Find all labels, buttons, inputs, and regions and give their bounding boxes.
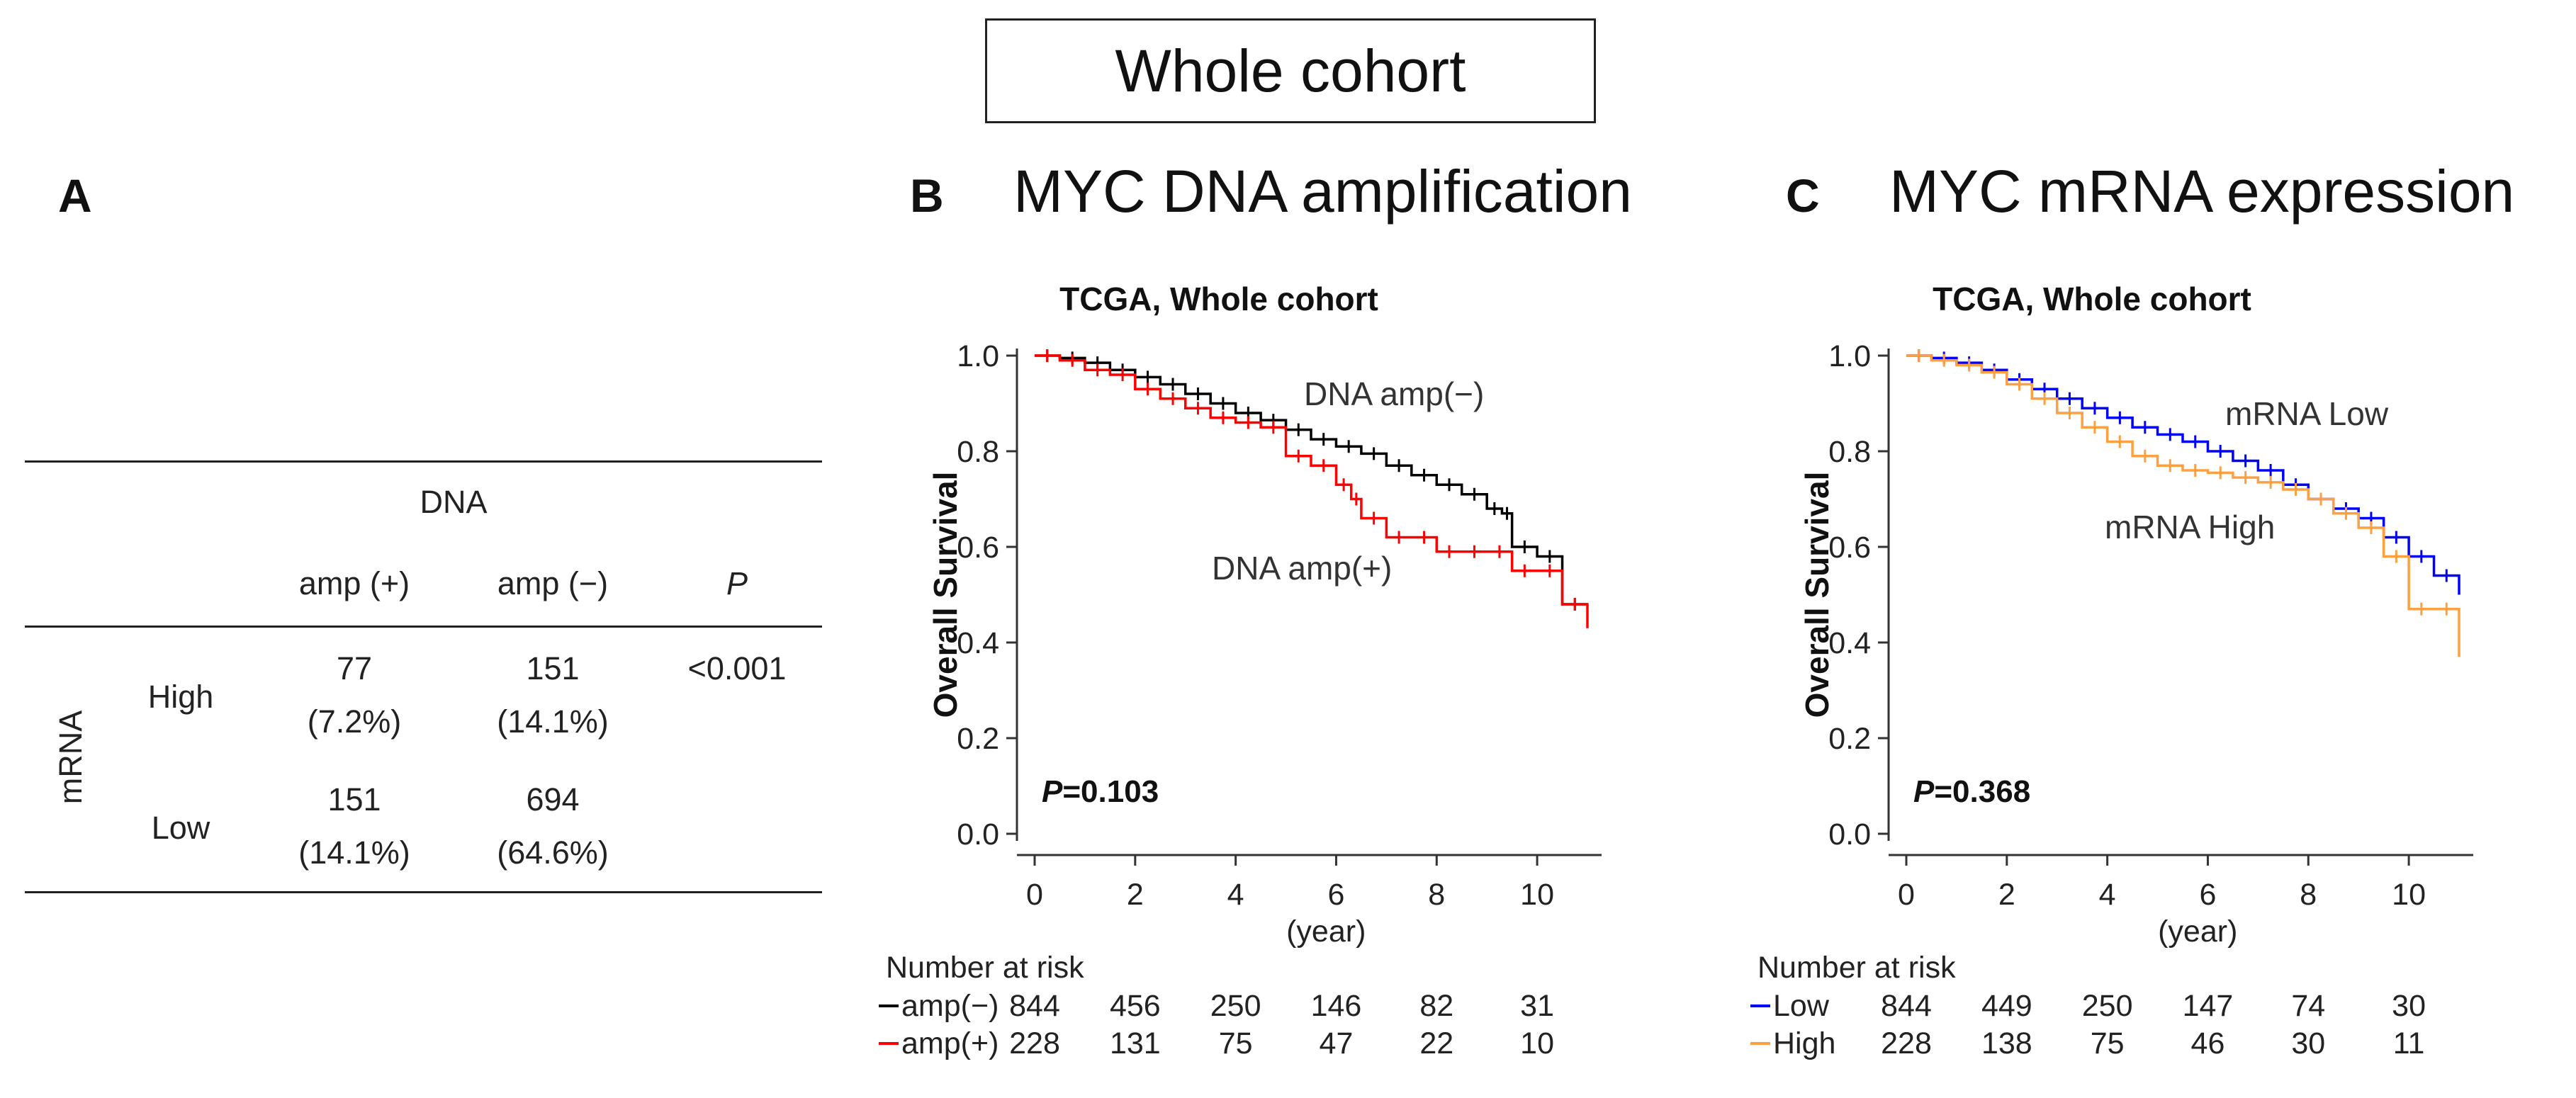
row-label: Low	[151, 810, 210, 846]
chart-b-risk-count: 22	[1419, 1026, 1453, 1060]
chart-b-x-axis-label: (year)	[1286, 915, 1366, 949]
chart-b-y-tick-label: 0.8	[957, 435, 999, 469]
chart-b-risk-count: 250	[1210, 989, 1261, 1023]
chart-b-risk-count: 844	[1009, 989, 1060, 1023]
chart-b-y-tick-label: 0.6	[957, 531, 999, 565]
chart-c-risk-count: 30	[2291, 1026, 2325, 1060]
panel-a-letter: A	[58, 169, 92, 222]
chart-c-series-1-label: mRNA High	[2105, 509, 2275, 545]
chart-b-risk-header: Number at risk	[886, 951, 1084, 985]
chart-c-y-tick-label: 0.6	[1828, 531, 1871, 565]
chart-b-risk-count: 47	[1320, 1026, 1354, 1060]
chart-c-y-tick-label: 0.8	[1828, 435, 1871, 469]
cell-amp-neg-pct: (64.6%)	[497, 834, 609, 871]
chart-b-x-tick-label: 10	[1520, 878, 1554, 912]
chart-b-x-tick-label: 8	[1428, 878, 1445, 912]
table-col-p: P	[726, 565, 748, 601]
chart-c-risk-header: Number at risk	[1757, 951, 1956, 985]
chart-b-risk-row-label: amp(+)	[901, 1026, 999, 1060]
figure-title: Whole cohort	[1115, 37, 1466, 104]
chart-b-y-tick-label: 0.0	[957, 817, 999, 851]
chart-b-p-value: P=0.103	[1042, 774, 1159, 809]
km-chart-dna: 0.0 0.2 0.4 0.6 0.8 1.0 0 2 4 6 8 10 (year) Overall S…	[879, 339, 1602, 1060]
panel-c-title: MYC mRNA expression	[1889, 158, 2515, 225]
chart-c-x-tick-label: 4	[2099, 878, 2116, 912]
chart-b-risk-count: 31	[1520, 989, 1554, 1023]
panel-b-title: MYC DNA amplification	[1013, 158, 1632, 225]
chart-b-risk-count: 228	[1009, 1026, 1060, 1060]
chart-b-risk-count: 82	[1419, 989, 1453, 1023]
chart-c-y-tick-label: 1.0	[1828, 339, 1871, 373]
cell-amp-pos-n: 151	[327, 781, 381, 817]
chart-b-series-1-curve	[1035, 354, 1589, 628]
chart-c-risk-count: 74	[2291, 989, 2325, 1023]
chart-b-risk-count: 146	[1311, 989, 1362, 1023]
chart-c-risk-count: 138	[1981, 1026, 2032, 1060]
table-col-group-dna: DNA	[420, 484, 488, 520]
chart-c-y-tick-label: 0.4	[1828, 626, 1871, 660]
chart-b-risk-count: 75	[1219, 1026, 1253, 1060]
chart-c-series-1-curve	[1906, 354, 2460, 657]
table-row-group-mrna: mRNA	[52, 710, 89, 805]
cell-p-value: <0.001	[687, 650, 787, 686]
chart-b-risk-count: 456	[1110, 989, 1161, 1023]
chart-c-series-0-label: mRNA Low	[2225, 395, 2389, 432]
chart-b-title: TCGA, Whole cohort	[1059, 281, 1378, 317]
cell-amp-neg-n: 694	[526, 781, 580, 817]
chart-c-x-tick-label: 0	[1898, 878, 1915, 912]
chart-c-y-tick-label: 0.0	[1828, 817, 1871, 851]
cell-amp-neg-n: 151	[526, 650, 580, 686]
table-top-rule	[25, 460, 822, 463]
chart-c-risk-count: 449	[1981, 989, 2032, 1023]
cell-amp-pos-pct: (7.2%)	[307, 703, 402, 740]
chart-c-x-tick-label: 2	[1998, 878, 2015, 912]
table-bottom-rule	[25, 891, 822, 893]
chart-c-risk-count: 228	[1881, 1026, 1932, 1060]
chart-b-y-axis-label: Overall Survival	[927, 472, 964, 718]
chart-c-x-tick-label: 6	[2199, 878, 2216, 912]
figure-title-box: Whole cohort	[985, 18, 1596, 123]
table-col-amp-neg: amp (−)	[497, 565, 609, 601]
chart-b-x-tick-label: 6	[1327, 878, 1344, 912]
chart-b-risk-row-label: amp(−)	[901, 989, 999, 1023]
chart-c-x-axis-label: (year)	[2158, 915, 2237, 949]
chart-c-risk-row-label: High	[1773, 1026, 1835, 1060]
cell-amp-neg-pct: (14.1%)	[497, 703, 609, 740]
chart-c-risk-count: 147	[2183, 989, 2234, 1023]
panel-b-letter: B	[910, 169, 944, 222]
chart-c-x-tick-label: 10	[2392, 878, 2426, 912]
km-chart-mrna: 0.00.20.40.60.81.00 2 4 6 8 10(year)Overall S…	[1750, 339, 2473, 1060]
cell-amp-pos-n: 77	[336, 650, 373, 686]
chart-c-series-0-curve	[1906, 354, 2460, 595]
chart-c-y-tick-label: 0.2	[1828, 722, 1871, 756]
chart-b-risk-count: 10	[1520, 1026, 1554, 1060]
chart-b-risk-count: 131	[1110, 1026, 1161, 1060]
cell-amp-pos-pct: (14.1%)	[298, 834, 410, 871]
chart-c-x-tick-label: 8	[2300, 878, 2317, 912]
chart-b-y-tick-label: 0.2	[957, 722, 999, 756]
chart-b-x-tick-label: 4	[1227, 878, 1244, 912]
chart-b-y-tick-label: 1.0	[957, 339, 999, 373]
chart-c-title: TCGA, Whole cohort	[1933, 281, 2251, 317]
chart-c-risk-row-label: Low	[1773, 989, 1830, 1023]
chart-b-series-1-label: DNA amp(+)	[1212, 550, 1392, 587]
chart-c-risk-count: 250	[2082, 989, 2133, 1023]
chart-b-x-tick-label: 0	[1026, 878, 1043, 912]
chart-c-risk-count: 30	[2392, 989, 2426, 1023]
row-label: High	[147, 679, 214, 715]
chart-c-risk-count: 11	[2393, 1026, 2425, 1060]
chart-c-risk-count: 844	[1881, 989, 1932, 1023]
table-mid-rule	[25, 626, 822, 628]
chart-c-risk-count: 46	[2191, 1026, 2225, 1060]
chart-b-y-tick-label: 0.4	[957, 626, 999, 660]
chart-b-x-tick-label: 2	[1127, 878, 1144, 912]
chart-c-p-value: P=0.368	[1913, 774, 2030, 809]
table-col-amp-pos: amp (+)	[298, 565, 410, 601]
chart-c-risk-count: 75	[2091, 1026, 2125, 1060]
chart-b-series-0-label: DNA amp(−)	[1304, 375, 1484, 412]
panel-c-letter: C	[1786, 169, 1820, 222]
chart-c-y-axis-label: Overall Survival	[1799, 472, 1835, 718]
